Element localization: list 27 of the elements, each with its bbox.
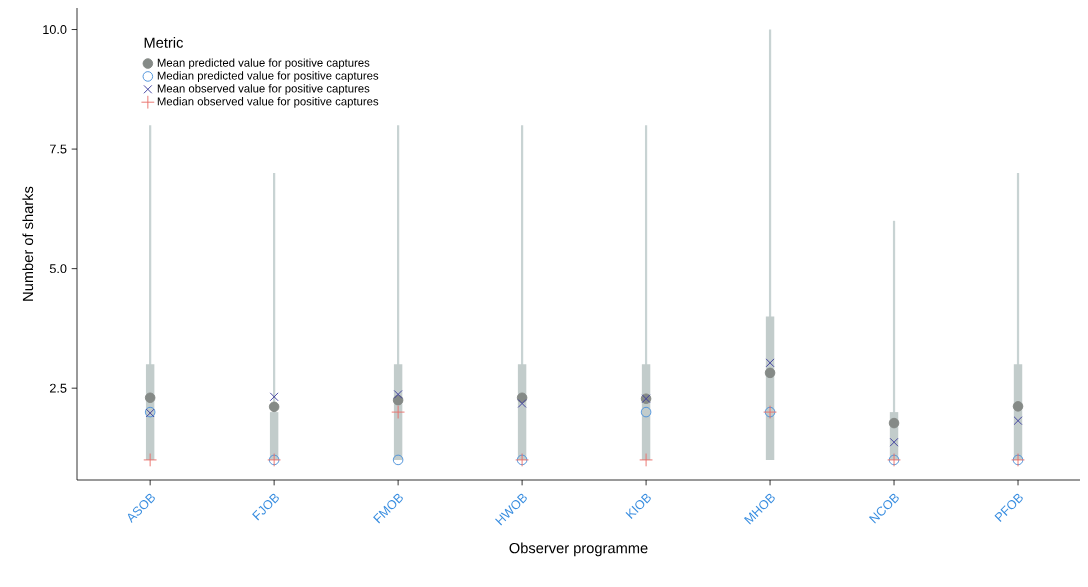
x-axis-title: Observer programme [509, 542, 648, 557]
legend-label: Mean predicted value for positive captures [157, 58, 370, 69]
point [640, 406, 652, 418]
point [889, 437, 899, 447]
y-axis-title: Number of sharks [22, 186, 34, 301]
y-tick-label: 7.5 [50, 144, 67, 154]
point [888, 417, 900, 429]
y-tick-label: 10.0 [43, 25, 67, 35]
point [765, 358, 775, 368]
point [269, 392, 279, 402]
y-tick-label: 5.0 [49, 264, 67, 274]
point [391, 405, 405, 419]
y-tick-label: 2.5 [49, 383, 67, 393]
point [268, 401, 280, 413]
point [639, 453, 653, 467]
legend-label: Mean observed value for positive captures [157, 84, 370, 95]
point [393, 389, 403, 399]
point [1012, 401, 1024, 412]
legend-label: Median observed value for positive captures [157, 97, 379, 108]
point [764, 367, 776, 379]
point [1013, 416, 1023, 426]
point [392, 454, 404, 466]
point [144, 392, 156, 404]
point [143, 453, 158, 467]
point [517, 399, 527, 408]
legend-title: Metric [144, 37, 183, 48]
legend-label: Median predicted value for positive captures [157, 71, 379, 82]
